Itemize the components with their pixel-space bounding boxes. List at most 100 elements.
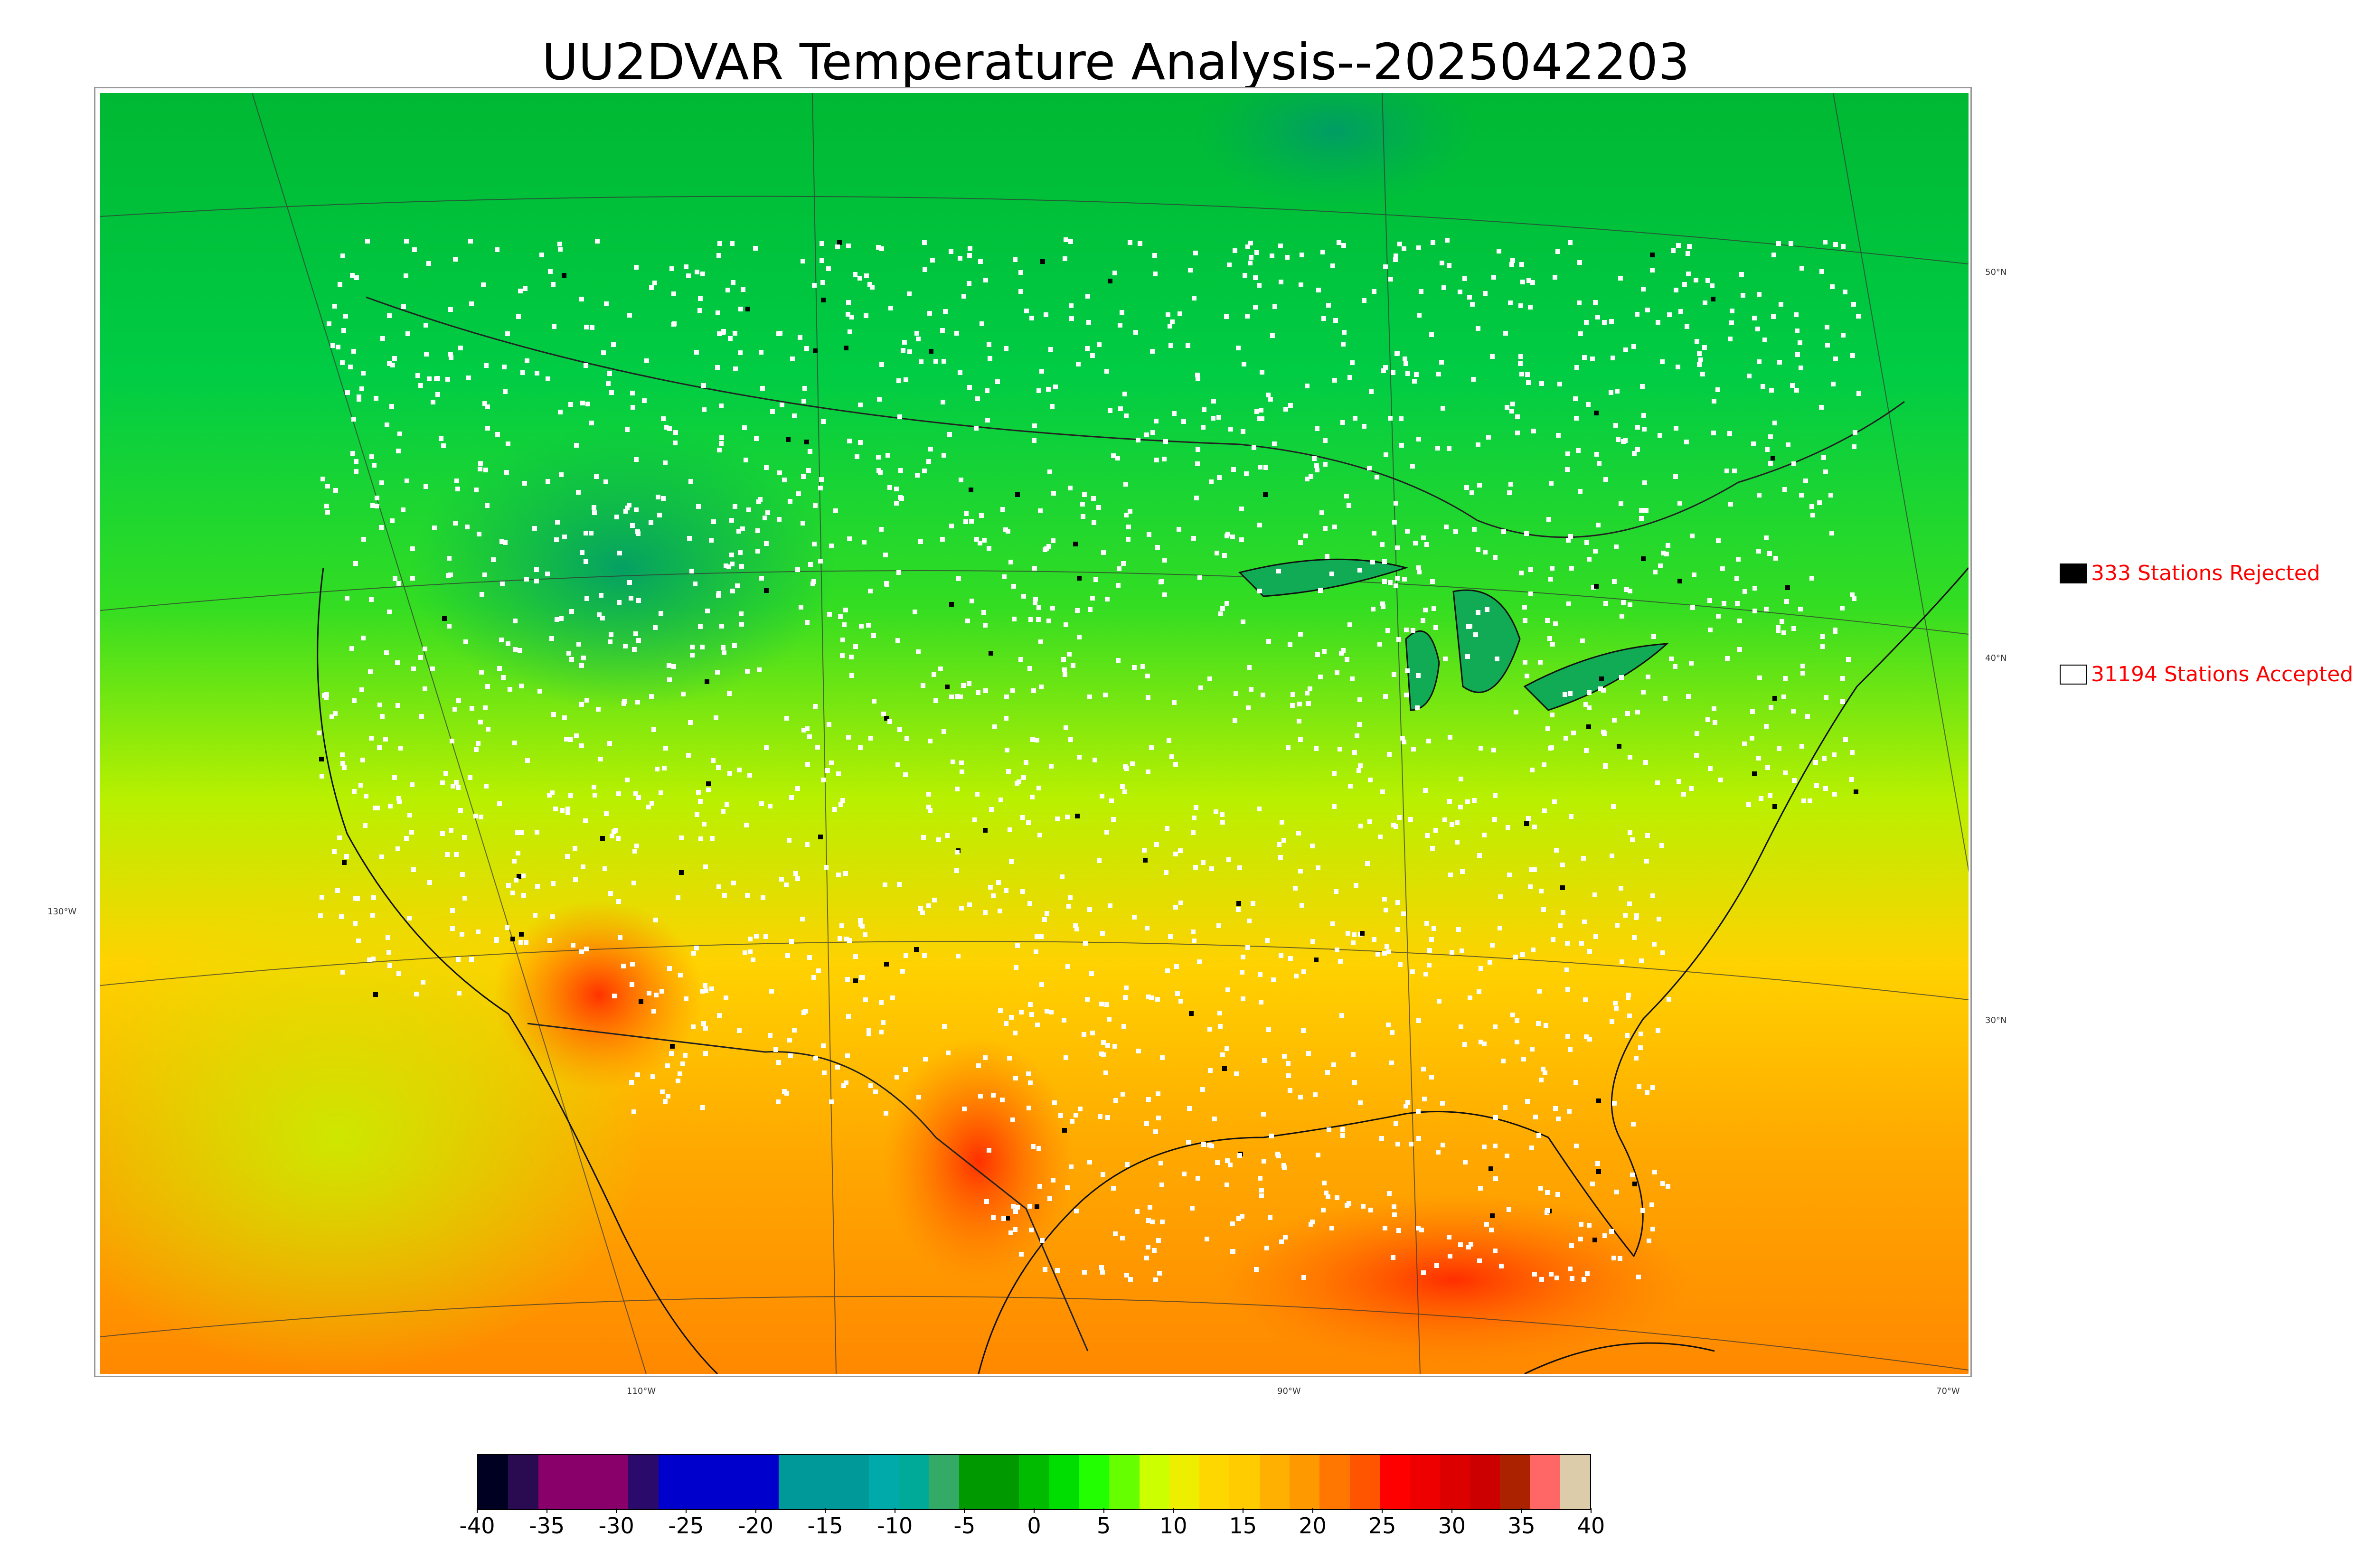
station-accepted bbox=[368, 669, 373, 674]
station-rejected bbox=[442, 616, 447, 621]
station-accepted bbox=[975, 792, 980, 797]
station-accepted bbox=[1384, 908, 1388, 912]
station-accepted bbox=[1635, 425, 1640, 430]
station-accepted bbox=[1429, 1075, 1434, 1080]
station-accepted bbox=[1790, 383, 1795, 388]
station-accepted bbox=[364, 794, 368, 798]
station-accepted bbox=[1383, 694, 1388, 699]
station-accepted bbox=[318, 913, 323, 918]
station-accepted bbox=[1574, 1144, 1579, 1148]
station-accepted bbox=[1207, 1143, 1212, 1147]
station-accepted bbox=[862, 540, 867, 545]
station-accepted bbox=[1270, 254, 1274, 258]
station-accepted bbox=[764, 745, 769, 750]
station-accepted bbox=[1529, 1145, 1534, 1150]
station-accepted bbox=[894, 487, 899, 491]
colorbar-segment bbox=[1139, 1455, 1169, 1509]
station-accepted bbox=[963, 519, 968, 524]
station-accepted bbox=[612, 994, 617, 998]
station-accepted bbox=[397, 432, 402, 436]
station-accepted bbox=[1477, 989, 1481, 994]
station-accepted bbox=[1228, 1163, 1233, 1167]
station-accepted bbox=[395, 660, 400, 665]
station-accepted bbox=[1771, 314, 1776, 319]
station-accepted bbox=[980, 321, 984, 326]
lon-label-70w: 70°W bbox=[1936, 1386, 1960, 1396]
station-accepted bbox=[1523, 618, 1527, 623]
station-accepted bbox=[1595, 315, 1600, 319]
station-accepted bbox=[998, 909, 1002, 913]
station-accepted bbox=[1694, 753, 1699, 758]
station-accepted bbox=[512, 741, 517, 745]
station-rejected bbox=[1617, 744, 1621, 749]
station-accepted bbox=[667, 966, 672, 971]
station-accepted bbox=[594, 474, 599, 479]
station-accepted bbox=[1416, 437, 1421, 441]
station-accepted bbox=[1215, 551, 1219, 555]
station-accepted bbox=[1174, 964, 1179, 969]
station-accepted bbox=[1578, 331, 1583, 336]
station-accepted bbox=[1621, 600, 1626, 605]
station-accepted bbox=[608, 639, 612, 644]
station-accepted bbox=[372, 463, 377, 468]
station-accepted bbox=[1278, 244, 1283, 248]
station-accepted bbox=[1103, 693, 1108, 697]
station-accepted bbox=[820, 258, 824, 263]
station-accepted bbox=[367, 958, 372, 962]
station-accepted bbox=[1258, 465, 1262, 469]
station-accepted bbox=[1421, 618, 1425, 623]
station-accepted bbox=[410, 576, 415, 581]
station-accepted bbox=[363, 823, 367, 828]
station-accepted bbox=[1768, 793, 1772, 798]
station-accepted bbox=[371, 957, 376, 961]
station-accepted bbox=[1712, 706, 1716, 711]
station-accepted bbox=[1100, 931, 1105, 936]
station-accepted bbox=[1076, 362, 1081, 366]
station-accepted bbox=[634, 265, 639, 270]
station-accepted bbox=[1581, 856, 1586, 861]
station-accepted bbox=[565, 810, 570, 815]
station-accepted bbox=[1495, 657, 1499, 661]
station-accepted bbox=[787, 838, 791, 843]
station-accepted bbox=[1220, 606, 1225, 611]
station-accepted bbox=[634, 457, 639, 462]
station-accepted bbox=[1614, 1190, 1619, 1194]
station-accepted bbox=[1590, 1182, 1595, 1186]
station-accepted bbox=[1272, 304, 1277, 309]
station-accepted bbox=[1594, 452, 1599, 457]
station-accepted bbox=[1028, 1080, 1033, 1085]
station-accepted bbox=[356, 939, 361, 943]
station-rejected bbox=[837, 240, 842, 245]
station-accepted bbox=[1698, 357, 1703, 362]
station-accepted bbox=[1385, 628, 1390, 633]
station-accepted bbox=[1218, 1024, 1223, 1029]
station-accepted bbox=[373, 806, 377, 810]
station-accepted bbox=[1338, 959, 1343, 964]
station-accepted bbox=[1552, 799, 1557, 804]
station-accepted bbox=[1126, 525, 1131, 529]
station-accepted bbox=[468, 775, 472, 780]
station-accepted bbox=[1281, 838, 1286, 843]
map-title: UU2DVAR Temperature Analysis--2025042203 bbox=[542, 33, 1690, 91]
station-accepted bbox=[497, 801, 502, 806]
station-accepted bbox=[614, 515, 619, 519]
station-accepted bbox=[1659, 843, 1664, 848]
station-accepted bbox=[1004, 716, 1008, 721]
station-accepted bbox=[1616, 437, 1620, 442]
station-accepted bbox=[1104, 369, 1109, 374]
station-accepted bbox=[1036, 388, 1041, 393]
station-accepted bbox=[1260, 370, 1264, 375]
station-rejected bbox=[639, 999, 643, 1004]
colorbar-segment bbox=[688, 1455, 719, 1509]
station-accepted bbox=[1357, 568, 1362, 573]
station-accepted bbox=[736, 529, 741, 534]
station-accepted bbox=[1148, 1205, 1152, 1210]
station-accepted bbox=[761, 895, 765, 900]
station-accepted bbox=[1568, 1267, 1573, 1271]
station-accepted bbox=[730, 241, 735, 246]
station-rejected bbox=[679, 870, 684, 875]
station-accepted bbox=[1055, 1268, 1060, 1273]
station-accepted bbox=[1265, 938, 1270, 943]
station-accepted bbox=[1101, 550, 1106, 555]
station-accepted bbox=[1417, 570, 1422, 574]
